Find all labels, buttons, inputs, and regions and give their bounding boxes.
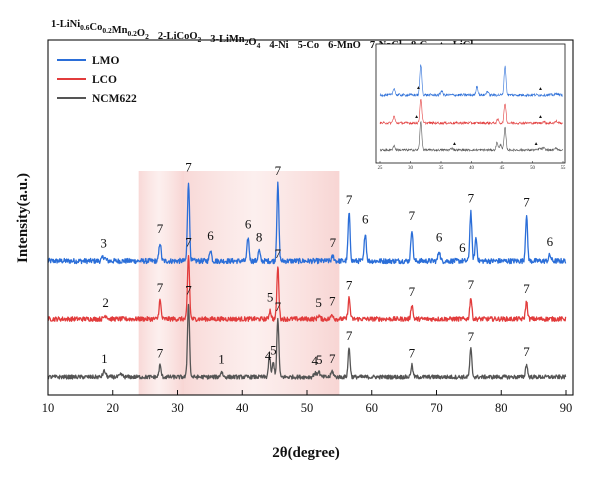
peak-label: 7 xyxy=(330,235,337,250)
peak-label: 6 xyxy=(459,240,466,255)
peak-label: 7 xyxy=(523,195,530,210)
peak-label: 7 xyxy=(157,280,164,295)
peak-label: 7 xyxy=(185,160,192,175)
peak-label: 2 xyxy=(102,295,109,310)
peak-label: 7 xyxy=(275,246,282,261)
peak-label: 7 xyxy=(329,294,336,309)
inset-x-tick-label: 40 xyxy=(469,166,474,171)
peak-label: 7 xyxy=(346,192,353,207)
peak-label: 6 xyxy=(436,229,443,244)
inset-licl-marker: ▲ xyxy=(414,115,419,120)
inset-licl-marker: ▲ xyxy=(538,87,543,92)
peak-label: 5 xyxy=(315,295,322,310)
peak-label: 3 xyxy=(100,236,107,251)
series-line-lmo xyxy=(48,181,567,265)
inset-x-tick-label: 45 xyxy=(500,166,505,171)
inset-x-tick-label: 30 xyxy=(408,166,413,171)
legend-label-lco: LCO xyxy=(92,74,117,86)
peak-label: 8 xyxy=(256,229,263,244)
x-tick-label: 70 xyxy=(430,401,443,415)
peak-label: 7 xyxy=(275,299,282,314)
x-tick-label: 60 xyxy=(366,401,379,415)
peak-label: 7 xyxy=(523,344,530,359)
inset-licl-marker: ▲ xyxy=(534,142,539,147)
series-line-ncm622 xyxy=(48,303,567,380)
inset-licl-marker: ▲ xyxy=(538,115,543,120)
peak-label: 5 xyxy=(267,290,274,305)
peak-label: 7 xyxy=(409,284,416,299)
x-axis-title: 2θ(degree) xyxy=(272,445,340,461)
peak-label: 6 xyxy=(362,211,369,226)
inset-frame xyxy=(375,43,566,164)
peak-label: 7 xyxy=(157,345,164,360)
x-tick-label: 80 xyxy=(495,401,508,415)
peak-label: 7 xyxy=(157,221,164,236)
y-axis-title: Intensity(a.u.) xyxy=(15,173,31,263)
x-tick-label: 90 xyxy=(560,401,573,415)
peak-label: 7 xyxy=(275,163,282,178)
peak-label: 7 xyxy=(346,328,353,343)
peak-label: 4 xyxy=(265,348,272,363)
peak-label: 7 xyxy=(468,329,475,344)
peak-label: 7 xyxy=(468,277,475,292)
series-line-lco xyxy=(48,254,567,322)
peak-label: 7 xyxy=(468,190,475,205)
peak-label: 5 xyxy=(316,352,323,367)
peak-label: 4 xyxy=(312,353,319,368)
highlight-region xyxy=(183,171,340,395)
peak-label: 7 xyxy=(523,281,530,296)
peak-label: 7 xyxy=(185,283,192,298)
plot-frame xyxy=(47,39,574,396)
x-tick-label: 30 xyxy=(171,401,184,415)
x-tick-label: 20 xyxy=(107,401,120,415)
peak-label: 6 xyxy=(245,217,252,232)
peak-label: 7 xyxy=(185,235,192,250)
x-tick-label: 50 xyxy=(301,401,314,415)
peak-label: 7 xyxy=(329,351,336,366)
legend-label-ncm622: NCM622 xyxy=(92,93,137,105)
peak-label: 1 xyxy=(218,352,225,367)
inset-x-tick-label: 55 xyxy=(561,166,566,171)
inset-series-lco xyxy=(379,98,563,126)
x-tick-label: 10 xyxy=(42,401,55,415)
inset-x-tick-label: 35 xyxy=(439,166,444,171)
peak-label: 7 xyxy=(409,208,416,223)
inset-licl-marker: ▲ xyxy=(452,142,457,147)
peak-label: 7 xyxy=(346,277,353,292)
peak-label: 7 xyxy=(409,345,416,360)
peak-label: 6 xyxy=(207,228,214,243)
x-tick-label: 40 xyxy=(236,401,249,415)
inset-series-lmo xyxy=(379,64,563,98)
peak-label: 5 xyxy=(270,342,277,357)
highlight-region xyxy=(138,171,184,395)
inset-x-tick-label: 25 xyxy=(378,166,383,171)
inset-x-tick-label: 50 xyxy=(530,166,535,171)
legend-label-lmo: LMO xyxy=(92,55,120,67)
inset-series-ncm622 xyxy=(379,120,563,153)
inset-licl-marker: ▲ xyxy=(416,86,421,91)
peak-label: 6 xyxy=(547,234,554,249)
peak-label: 1 xyxy=(101,351,108,366)
